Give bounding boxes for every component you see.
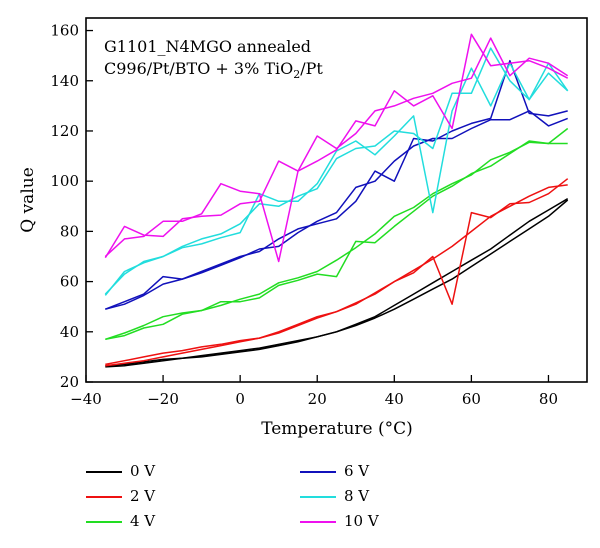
chart-title-line-2: C996/Pt/BTO + 3% TiO2/Pt [104, 59, 323, 81]
legend-label: 8 V [344, 487, 370, 505]
x-tick-label: 80 [539, 390, 558, 408]
y-tick-label: 120 [50, 122, 79, 140]
series-line-6v-1 [105, 110, 568, 310]
legend-label: 6 V [344, 462, 370, 480]
y-tick-label: 20 [60, 373, 79, 391]
x-tick-label: 60 [462, 390, 481, 408]
series-line-6v-2 [105, 59, 568, 310]
legend: 0 V 6 V 2 V 8 V 4 V 10 V [86, 462, 486, 542]
chart-title-subscript: 2 [293, 68, 300, 81]
y-tick-label: 140 [50, 72, 79, 90]
series-line-4v-1 [105, 141, 568, 341]
axes-layer: −40 −20 0 20 40 60 80 20 40 60 80 100 120 140 160 [50, 22, 558, 408]
chart-title-main: C996/Pt/BTO + 3% TiO [104, 59, 293, 78]
series-line-10v-1 [104, 33, 569, 259]
x-axis-label: Temperature (°C) [261, 419, 413, 439]
series-line-8v-2 [104, 47, 569, 295]
legend-label: 2 V [130, 487, 156, 505]
x-tick-label: 40 [385, 390, 404, 408]
series-line-2v-2 [105, 184, 568, 367]
series-line-10v-2 [104, 37, 569, 263]
legend-label: 10 V [344, 512, 379, 530]
series-line-4v-2 [105, 127, 569, 341]
series-line-0v-2 [105, 198, 569, 368]
x-tick-label: 20 [308, 390, 327, 408]
legend-swatch [86, 496, 122, 498]
x-tick-label: −40 [70, 390, 102, 408]
y-tick-label: 160 [50, 22, 79, 40]
q-value-chart: −40 −20 0 20 40 60 80 20 40 60 80 100 120 140 160 G110… [18, 17, 588, 439]
series-line-8v-1 [104, 62, 569, 296]
y-tick-label: 100 [50, 172, 79, 190]
legend-swatch [300, 496, 336, 498]
x-tick-label: −20 [147, 390, 179, 408]
y-tick-label: 60 [60, 273, 79, 291]
legend-label: 4 V [130, 512, 156, 530]
chart-title-tail: /Pt [300, 59, 323, 78]
legend-swatch [86, 521, 122, 523]
legend-swatch [300, 471, 336, 473]
chart-title-line-1: G1101_N4MGO annealed [104, 37, 311, 56]
y-tick-label: 40 [60, 323, 79, 341]
x-tick-label: 0 [235, 390, 245, 408]
y-tick-label: 80 [60, 222, 79, 240]
legend-label: 0 V [130, 462, 156, 480]
legend-swatch [300, 521, 336, 523]
legend-swatch [86, 471, 122, 473]
plot-frame [85, 17, 588, 383]
series-layer [104, 33, 569, 368]
series-line-2v-1 [105, 178, 569, 366]
y-axis-label: Q value [18, 167, 38, 233]
